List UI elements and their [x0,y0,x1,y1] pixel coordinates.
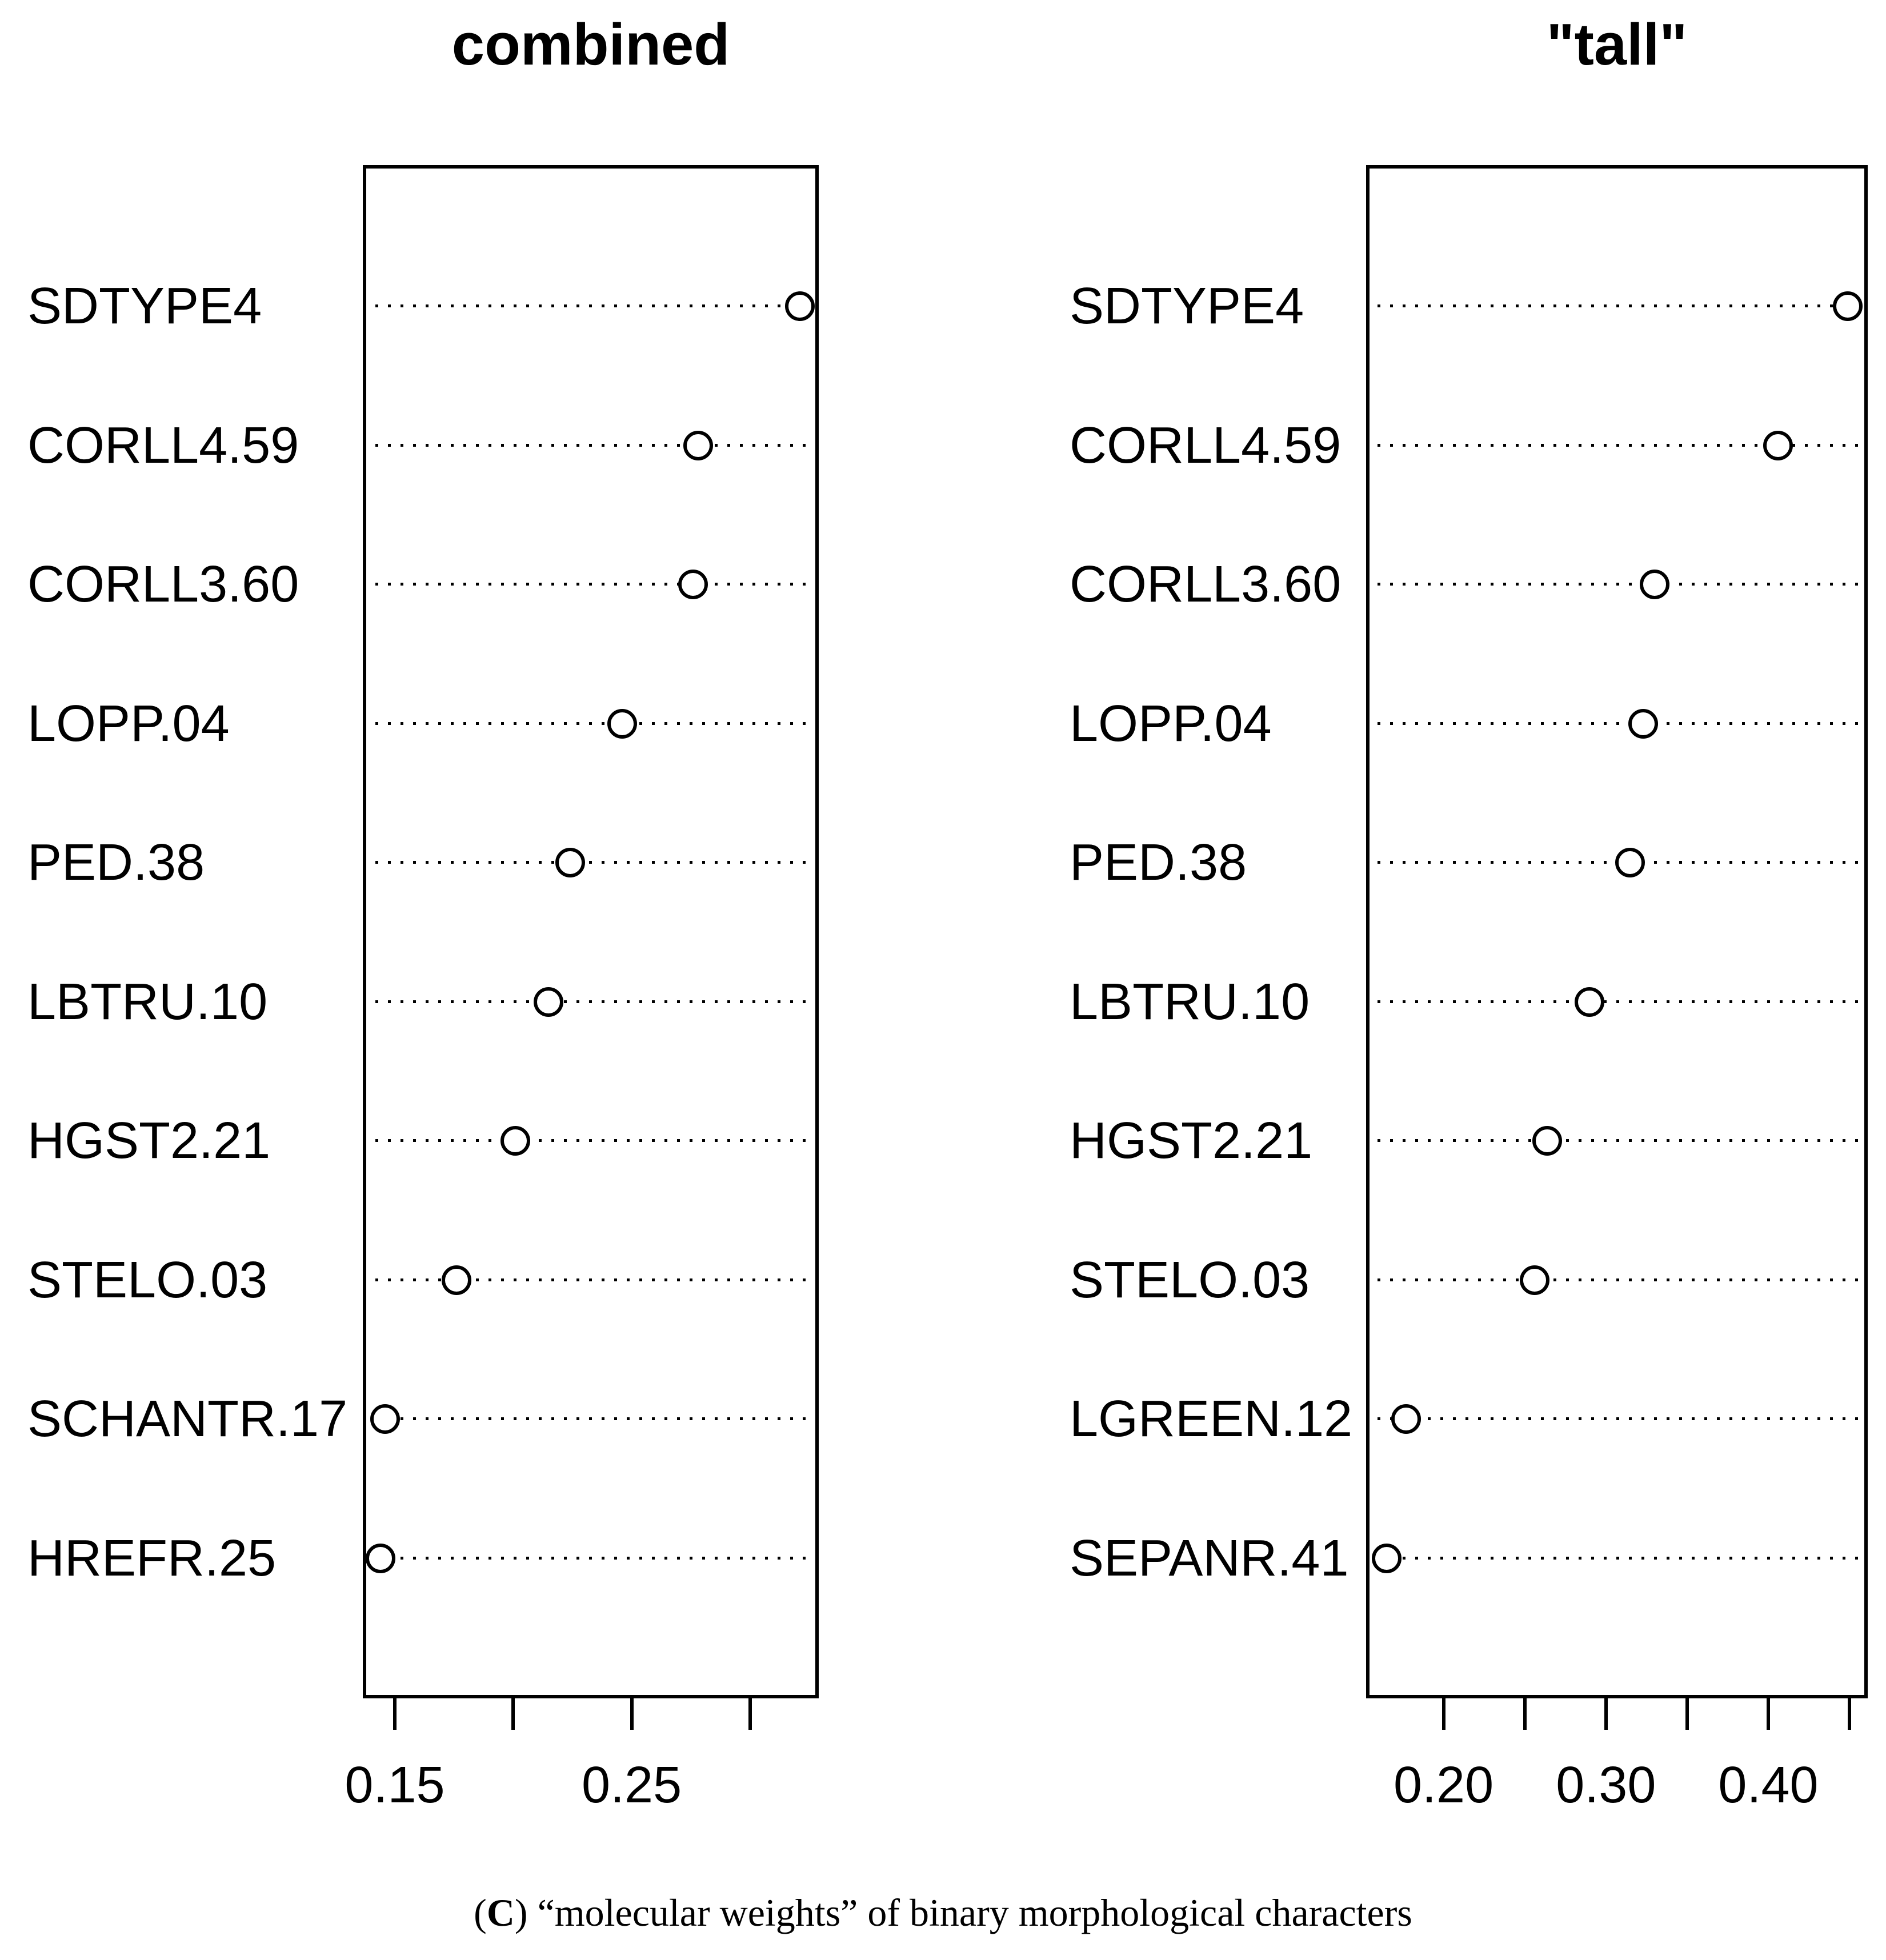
row-label: HREFR.25 [27,1529,277,1587]
data-point-circle [607,708,638,739]
data-point-circle [1532,1126,1563,1156]
data-point-circle [683,430,713,460]
row-dotted-line [1378,1000,1861,1003]
row-label: LBTRU.10 [1070,973,1310,1031]
x-tick-label: 0.40 [1718,1757,1819,1814]
row-dotted-line [1378,304,1861,307]
row-label: CORLL3.60 [1070,556,1342,614]
data-point-circle [678,570,708,600]
x-tick-label: 0.20 [1394,1757,1494,1814]
row-dotted-line [375,583,819,586]
row-dotted-line [375,1417,819,1421]
x-tick-label: 0.25 [582,1757,682,1814]
x-axis-tick [1441,1698,1445,1730]
data-point-circle [1575,987,1605,1017]
x-axis-tick [630,1698,634,1730]
row-label: LOPP.04 [1070,695,1272,752]
row-dotted-line [1378,1139,1861,1143]
row-label: LGREEN.12 [1070,1390,1353,1448]
row-label: SDTYPE4 [1070,278,1304,335]
data-point-circle [370,1404,401,1434]
data-point-circle [366,1543,396,1573]
row-dotted-line [1378,443,1861,447]
data-point-circle [534,987,564,1017]
caption-letter: C [486,1891,515,1934]
row-label: STELO.03 [1070,1251,1310,1309]
x-axis-tick [1767,1698,1770,1730]
row-label: CORLL4.59 [27,416,299,474]
row-label: LBTRU.10 [27,973,268,1031]
row-dotted-line [1378,583,1861,586]
x-axis-tick [393,1698,397,1730]
x-axis-tick [1523,1698,1527,1730]
row-dotted-line [375,861,819,864]
row-dotted-line [1378,1278,1861,1281]
row-dotted-line [375,443,819,447]
x-axis-tick [748,1698,752,1730]
row-dotted-line [1378,1417,1861,1421]
data-point-circle [1615,848,1645,878]
data-point-circle [1640,570,1670,600]
row-label: HGST2.21 [27,1112,271,1170]
row-dotted-line [1378,722,1861,725]
row-dotted-line [375,722,819,725]
x-axis-tick [1685,1698,1689,1730]
data-point-circle [1628,708,1659,739]
caption-open-paren: ( [474,1891,487,1934]
plot-box-combined [363,165,819,1698]
row-label: PED.38 [27,834,205,892]
caption: (C) “molecular weights” of binary morpho… [0,1890,1886,1935]
row-dotted-line [375,1000,819,1003]
panel-title-tall: "tall" [1546,11,1688,77]
data-point-circle [555,848,585,878]
row-label: LOPP.04 [27,695,230,752]
x-axis-tick [1604,1698,1608,1730]
data-point-circle [1372,1543,1402,1573]
row-dotted-line [375,304,819,307]
data-point-circle [784,291,815,321]
data-point-circle [1391,1404,1421,1434]
row-label: HGST2.21 [1070,1112,1313,1170]
data-point-circle [1519,1265,1549,1295]
data-point-circle [1763,430,1793,460]
data-point-circle [500,1126,531,1156]
caption-close-paren: ) [514,1891,538,1934]
row-label: SDTYPE4 [27,278,262,335]
row-dotted-line [375,1139,819,1143]
row-label: SCHANTR.17 [27,1390,348,1448]
x-axis-tick [511,1698,515,1730]
row-label: SEPANR.41 [1070,1529,1349,1587]
data-point-circle [441,1265,471,1295]
row-label: CORLL4.59 [1070,416,1342,474]
row-label: STELO.03 [27,1251,268,1309]
x-tick-label: 0.15 [345,1757,445,1814]
row-dotted-line [375,1278,819,1281]
x-axis-tick [1848,1698,1852,1730]
panel-title-combined: combined [451,11,730,77]
row-dotted-line [375,1556,819,1560]
x-tick-label: 0.30 [1556,1757,1656,1814]
data-point-circle [1833,291,1863,321]
plot-box-tall [1366,165,1868,1698]
row-label: PED.38 [1070,834,1247,892]
caption-text: “molecular weights” of binary morphologi… [537,1891,1412,1934]
row-label: CORLL3.60 [27,556,299,614]
row-dotted-line [1378,1556,1861,1560]
